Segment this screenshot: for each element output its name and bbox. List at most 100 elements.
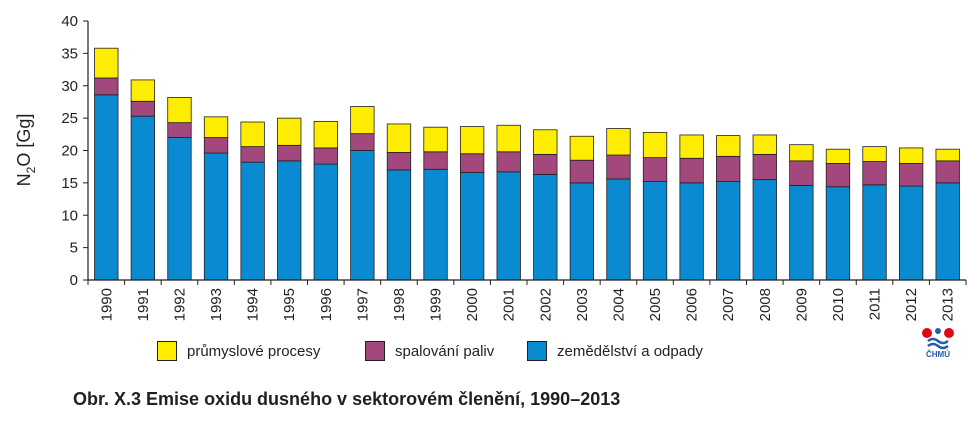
x-tick-label: 1997 [354,288,371,321]
x-tick-label: 2002 [537,288,554,321]
x-tick-label: 1990 [98,288,115,321]
bar-2007-series-2 [716,135,741,157]
bar-2009-series-2 [789,144,814,162]
chmu-logo-text: ČHMÚ [926,350,950,359]
legend: průmyslové procesy spalování paliv zeměd… [0,341,976,371]
x-tick-label: 2009 [793,288,810,321]
legend-item-agriculture: zemědělství a odpady [527,341,703,361]
bar-1994-series-0 [240,161,265,281]
bar-2000-series-2 [459,126,485,155]
bar-2009-series-1 [789,160,814,186]
bar-2005-series-1 [642,157,668,182]
bar-2001-series-0 [496,171,521,281]
bar-2000-series-0 [459,172,485,281]
bar-1995-series-1 [277,144,302,162]
bar-1990-series-1 [94,77,119,96]
bar-2012-series-0 [898,185,924,281]
x-tick-label: 1992 [171,288,188,321]
bar-1999-series-1 [423,151,448,170]
bar-2002-series-1 [533,153,558,175]
bar-1995-series-0 [277,160,302,281]
bar-1991-series-2 [130,79,156,102]
figure-caption: Obr. X.3 Emise oxidu dusného v sektorové… [73,389,621,409]
y-axis-ticks: 0 5 10 15 20 25 30 35 40 [61,13,88,289]
bar-1990-series-0 [94,94,119,281]
x-tick-label: 1991 [135,288,152,321]
bar-1997-series-2 [350,106,375,135]
bar-2004-series-0 [606,178,631,281]
legend-label-agriculture: zemědělství a odpady [557,342,703,360]
bar-1995-series-2 [277,117,302,146]
chmu-logo: ČHMÚ [918,324,958,364]
x-tick-label: 2004 [610,288,627,321]
bar-2002-series-2 [533,129,558,155]
legend-swatch-industry [157,341,177,361]
legend-swatch-fuel [365,341,385,361]
y-tick-label: 30 [61,78,78,95]
x-tick-label: 1993 [208,288,225,321]
legend-swatch-agriculture [527,341,547,361]
bar-1994-series-1 [240,146,265,163]
bar-2003-series-2 [569,135,595,161]
x-tick-label: 2001 [501,288,518,321]
bar-1992-series-0 [167,137,192,281]
bar-1998-series-1 [386,152,412,171]
bar-2010-series-0 [825,186,851,281]
bar-2011-series-1 [862,161,887,186]
x-tick-label: 1994 [245,288,262,321]
x-tick-label: 2011 [867,288,884,320]
x-tick-label: 1998 [391,288,408,321]
bar-2001-series-2 [496,124,521,153]
y-tick-label: 0 [70,272,78,289]
bar-1997-series-1 [350,133,375,151]
x-tick-label: 1996 [318,288,335,321]
bar-2011-series-0 [862,184,887,281]
legend-label-industry: průmyslové procesy [187,342,321,360]
x-tick-label: 2000 [464,288,481,321]
bar-2013-series-0 [935,182,960,281]
bars [94,47,960,281]
x-tick-label: 2007 [720,288,737,321]
bar-1990-series-2 [94,47,119,79]
x-tick-label: 2008 [757,288,774,321]
y-tick-label: 5 [70,240,78,257]
bar-1993-series-2 [203,116,229,138]
bar-2004-series-2 [606,128,631,156]
y-tick-label: 40 [61,13,78,30]
bar-1998-series-2 [386,123,412,153]
x-tick-label: 1999 [428,288,445,321]
x-tick-label: 2006 [684,288,701,321]
legend-label-fuel: spalování paliv [395,342,495,360]
bar-1991-series-0 [130,115,156,281]
bar-1993-series-0 [203,152,229,281]
bar-2005-series-2 [642,131,668,159]
x-tick-label: 2010 [830,288,847,321]
bar-2007-series-1 [716,155,741,182]
bar-2013-series-2 [935,148,960,162]
bar-1996-series-0 [313,163,338,281]
x-tick-label: 2005 [647,288,664,321]
bar-2008-series-2 [752,134,777,155]
bar-2002-series-0 [533,174,558,281]
bar-1992-series-1 [167,122,192,138]
legend-item-fuel: spalování paliv [365,341,494,361]
legend-item-industry: průmyslové procesy [157,341,320,361]
y-tick-label: 35 [61,45,78,62]
y-tick-label: 25 [61,110,78,127]
bar-2012-series-2 [898,147,924,164]
bar-1991-series-1 [130,100,156,117]
bar-2010-series-1 [825,163,851,188]
bar-1992-series-2 [167,97,192,124]
bar-1993-series-1 [203,137,229,154]
bar-1996-series-1 [313,147,338,165]
bar-2007-series-0 [716,181,741,281]
y-axis-label: N2O [Gg] [14,114,38,187]
bar-1997-series-0 [350,150,375,281]
y-tick-label: 10 [61,207,78,224]
bar-2008-series-1 [752,153,777,181]
bar-1994-series-2 [240,121,265,148]
bar-2003-series-0 [569,182,595,281]
bar-2006-series-1 [679,157,704,184]
bar-2010-series-2 [825,148,851,164]
x-tick-label: 2003 [574,288,591,321]
